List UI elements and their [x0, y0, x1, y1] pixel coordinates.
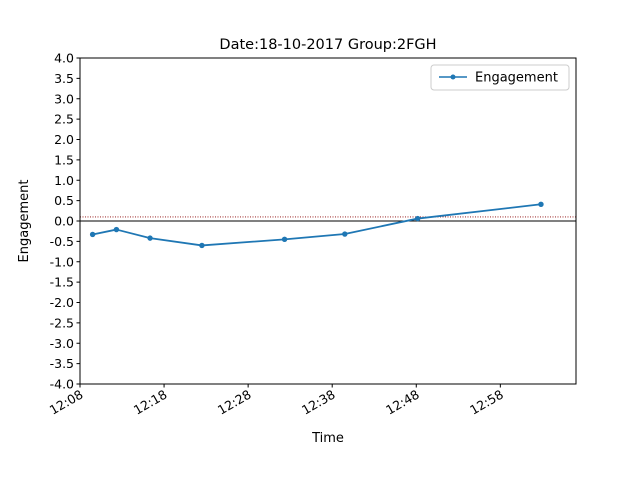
- y-tick-label: -3.5: [50, 356, 74, 371]
- series-line: [92, 203, 542, 247]
- legend: Engagement: [430, 64, 570, 91]
- data-point: [199, 242, 205, 249]
- y-tick-label: -1.0: [50, 254, 74, 269]
- series: [89, 201, 544, 249]
- data-point: [281, 236, 288, 243]
- y-tick-label: -2.5: [50, 315, 74, 330]
- y-tick-label: -2.0: [50, 295, 74, 310]
- y-tick-label: 1.5: [54, 152, 74, 167]
- y-tick-label: 2.5: [54, 112, 74, 127]
- y-tick-label: 0.5: [54, 193, 74, 208]
- data-point: [342, 231, 348, 237]
- y-axis-label: Engagement: [17, 180, 32, 263]
- y-tick-label: 3.5: [54, 71, 74, 86]
- x-tick-label: 12:28: [215, 387, 254, 418]
- x-tick-label: 12:58: [467, 387, 506, 418]
- legend-marker: [450, 74, 456, 80]
- data-point: [89, 231, 96, 238]
- y-tick-label: 0.0: [54, 214, 74, 229]
- y-tick-label: -1.5: [50, 275, 74, 290]
- data-point: [414, 215, 421, 222]
- x-tick-label: 12:48: [383, 387, 422, 418]
- x-axis-label: Time: [311, 431, 344, 446]
- y-tick-label: 2.0: [54, 132, 74, 147]
- legend-label: Engagement: [475, 71, 558, 86]
- axes: -4.0 -3.5 -3.0 -2.5 -2.0 -1.5 -1.0 -0.5 0.0 0.5 1.…: [47, 51, 506, 418]
- reference-lines: [80, 216, 576, 222]
- data-point: [538, 201, 544, 207]
- data-point: [113, 226, 120, 233]
- y-tick-label: 1.0: [54, 173, 74, 188]
- y-tick-label: 4.0: [54, 51, 74, 66]
- y-tick-label: -3.0: [50, 336, 74, 351]
- legend-box: [430, 64, 570, 91]
- plot-frame: [79, 57, 577, 385]
- data-point: [147, 235, 153, 241]
- y-tick-label: -0.5: [50, 234, 74, 249]
- y-tick-label: 3.0: [54, 91, 74, 106]
- x-tick-label: 12:38: [299, 387, 338, 418]
- x-tick-label: 12:18: [131, 387, 170, 418]
- chart-title: Date:18-10-2017 Group:2FGH: [219, 37, 436, 53]
- y-tick-label: -4.0: [50, 377, 74, 392]
